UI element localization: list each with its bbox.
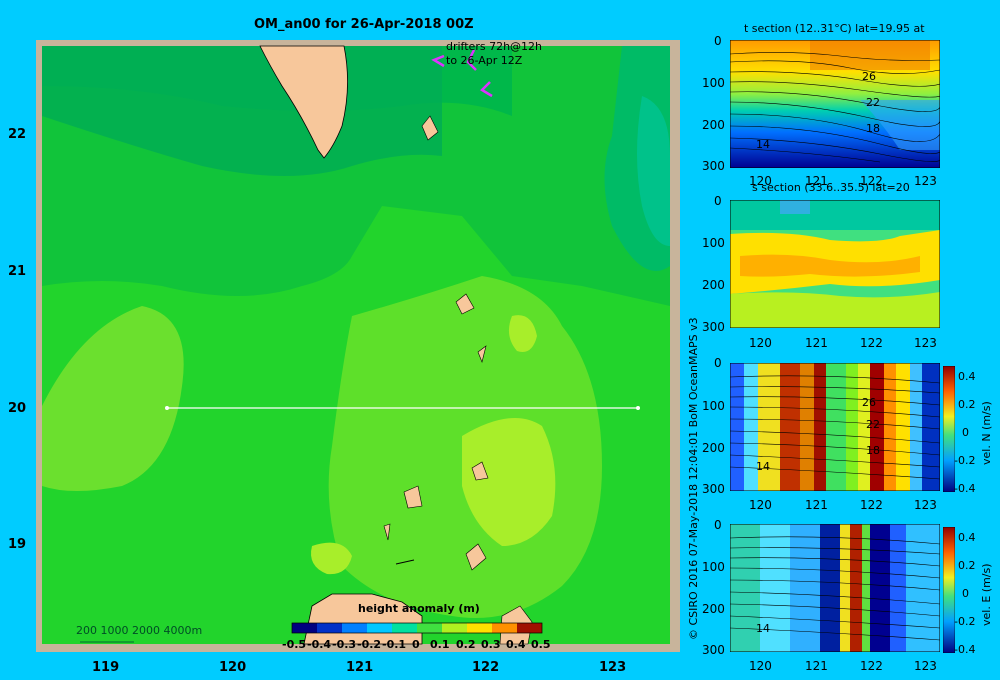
y-tick: 0 bbox=[714, 194, 722, 208]
y-tick: 200 bbox=[702, 441, 725, 455]
cbar-tick: -0.1 bbox=[382, 638, 407, 651]
cbar-tick: 0.5 bbox=[531, 638, 551, 651]
vel-e-colorbar bbox=[943, 527, 955, 653]
x-tick: 120 bbox=[749, 498, 772, 512]
y-tick: 100 bbox=[702, 76, 725, 90]
y-tick: 0 bbox=[714, 34, 722, 48]
cbar-tick: -0.4 bbox=[307, 638, 332, 651]
x-tick: 123 bbox=[914, 336, 937, 350]
x-tick: 123 bbox=[914, 659, 937, 673]
vel-e-section bbox=[730, 524, 940, 652]
temperature-section bbox=[730, 40, 940, 168]
salinity-section bbox=[730, 200, 940, 328]
depth-legend: 200 1000 2000 4000m bbox=[76, 624, 203, 637]
cbar-tick: 0.2 bbox=[456, 638, 476, 651]
x-tick: 122 bbox=[472, 660, 500, 675]
y-tick: 0 bbox=[714, 356, 722, 370]
drifter-track bbox=[431, 54, 445, 68]
cbar-tick: 0.4 bbox=[958, 370, 976, 383]
height-colorbar bbox=[291, 622, 543, 634]
y-tick: 300 bbox=[702, 320, 725, 334]
cbar-tick: 0.1 bbox=[430, 638, 450, 651]
panel-title-salinity: s section (33.6..35.5) lat=20 bbox=[752, 181, 910, 194]
x-tick: 121 bbox=[805, 336, 828, 350]
cbar-tick: 0.3 bbox=[481, 638, 501, 651]
x-tick: 122 bbox=[860, 659, 883, 673]
contour-label: 14 bbox=[756, 460, 770, 473]
y-tick: 200 bbox=[702, 118, 725, 132]
y-tick: 100 bbox=[702, 236, 725, 250]
vel-n-colorbar bbox=[943, 366, 955, 492]
cbar-tick: -0.2 bbox=[954, 454, 976, 467]
map-title: OM_an00 for 26-Apr-2018 00Z bbox=[254, 17, 474, 32]
colorbar-label: height anomaly (m) bbox=[358, 602, 480, 615]
y-tick: 21 bbox=[8, 264, 27, 279]
x-tick: 123 bbox=[599, 660, 627, 675]
x-tick: 123 bbox=[914, 174, 937, 188]
x-tick: 120 bbox=[749, 336, 772, 350]
y-tick: 300 bbox=[702, 482, 725, 496]
drifters-label-1: drifters 72h@12h bbox=[446, 40, 543, 53]
x-tick: 121 bbox=[805, 659, 828, 673]
y-tick: 100 bbox=[702, 399, 725, 413]
y-tick: 19 bbox=[8, 537, 27, 552]
cbar-tick: 0.4 bbox=[958, 531, 976, 544]
land-taiwan bbox=[259, 45, 348, 159]
x-tick: 119 bbox=[92, 660, 120, 675]
cbar-tick: -0.4 bbox=[954, 643, 976, 656]
cbar-tick: -0.3 bbox=[332, 638, 357, 651]
cbar-tick: -0.5 bbox=[282, 638, 307, 651]
contour-label: 18 bbox=[866, 444, 880, 457]
y-tick: 22 bbox=[8, 127, 27, 142]
contour-label: 14 bbox=[756, 138, 770, 151]
x-tick: 122 bbox=[860, 498, 883, 512]
cbar-tick: -0.2 bbox=[954, 615, 976, 628]
y-tick: 300 bbox=[702, 159, 725, 173]
contour-label: 26 bbox=[862, 70, 876, 83]
x-tick: 121 bbox=[805, 174, 828, 188]
cbar-tick: 0 bbox=[962, 426, 969, 439]
vel-n-cbar-label: vel. N (m/s) bbox=[980, 401, 993, 465]
x-tick: 120 bbox=[749, 174, 772, 188]
contour-label: 18 bbox=[866, 122, 880, 135]
cbar-tick: 0.2 bbox=[958, 398, 976, 411]
contour-label: 22 bbox=[866, 96, 880, 109]
cbar-tick: 0 bbox=[962, 587, 969, 600]
cbar-tick: 0.2 bbox=[958, 559, 976, 572]
drifters-label-2: to 26-Apr 12Z bbox=[446, 54, 523, 67]
y-tick: 200 bbox=[702, 602, 725, 616]
map-panel bbox=[36, 40, 680, 652]
cbar-tick: 0.4 bbox=[506, 638, 526, 651]
x-tick: 120 bbox=[749, 659, 772, 673]
y-tick: 100 bbox=[702, 560, 725, 574]
credit-text: © CSIRO 2016 07-May-2018 12:04:01 BoM Oc… bbox=[687, 317, 700, 640]
x-tick: 121 bbox=[805, 498, 828, 512]
vel-n-section bbox=[730, 363, 940, 491]
cbar-tick: 0 bbox=[412, 638, 420, 651]
y-tick: 0 bbox=[714, 518, 722, 532]
x-tick: 123 bbox=[914, 498, 937, 512]
y-tick: 20 bbox=[8, 401, 27, 416]
panel-title-temperature: t section (12..31°C) lat=19.95 at bbox=[744, 22, 925, 35]
cbar-tick: -0.2 bbox=[357, 638, 382, 651]
cbar-tick: -0.4 bbox=[954, 482, 976, 495]
vel-e-cbar-label: vel. E (m/s) bbox=[980, 563, 993, 626]
contour-label: 26 bbox=[862, 396, 876, 409]
y-tick: 200 bbox=[702, 278, 725, 292]
y-tick: 300 bbox=[702, 643, 725, 657]
x-tick: 120 bbox=[219, 660, 247, 675]
contour-label: 14 bbox=[756, 622, 770, 635]
x-tick: 122 bbox=[860, 336, 883, 350]
x-tick: 121 bbox=[346, 660, 374, 675]
contour-label: 22 bbox=[866, 418, 880, 431]
x-tick: 122 bbox=[860, 174, 883, 188]
